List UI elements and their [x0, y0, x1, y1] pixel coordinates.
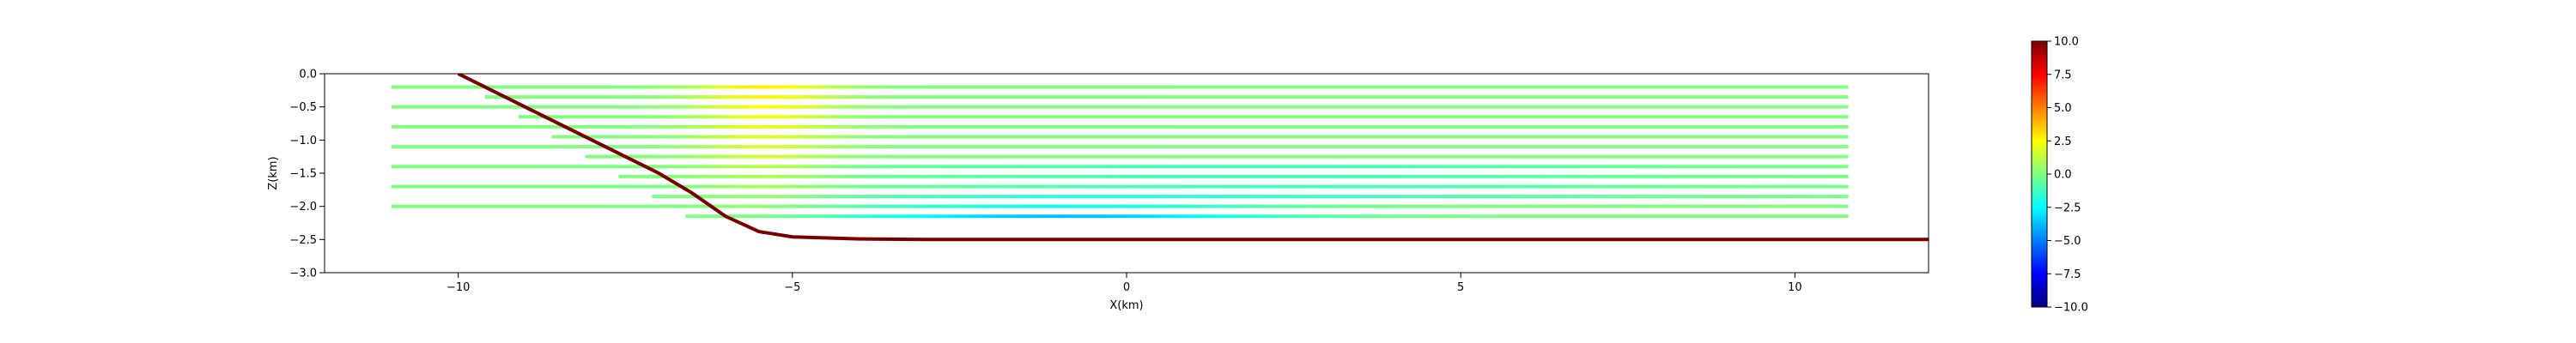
colorbar-tick-label: 10.0	[2054, 36, 2079, 49]
x-tick-label: 0	[1123, 281, 1130, 294]
colorbar-tick-label: 2.5	[2054, 135, 2072, 148]
y-tick-label: −2.0	[289, 201, 317, 214]
colorbar-tick-label: −5.0	[2054, 235, 2081, 248]
velocity-streaks	[391, 85, 1849, 219]
x-tick-label: −10	[447, 281, 470, 294]
boundary-curve	[457, 74, 1929, 242]
y-tick-label: 0.0	[299, 69, 317, 81]
colorbar-tick-label: 7.5	[2054, 69, 2072, 81]
y-axis: 0.0 −0.5 −1.0 −1.5 −2.0 −2.5 −3.0	[289, 69, 325, 280]
x-tick-label: 5	[1457, 281, 1464, 294]
colorbar: 10.0 7.5 5.0 2.5 0.0 −2.5 −5.0 −7.5 −10.0	[2031, 36, 2088, 315]
colorbar-ticks: 10.0 7.5 5.0 2.5 0.0 −2.5 −5.0 −7.5 −10.0	[2047, 36, 2088, 315]
x-tick-label: 10	[1788, 281, 1802, 294]
x-axis-label: X(km)	[1109, 299, 1143, 312]
colorbar-tick-label: 0.0	[2054, 169, 2072, 182]
y-tick-label: −0.5	[289, 101, 317, 114]
colorbar-gradient	[2031, 40, 2048, 308]
x-axis: −10 −5 0 5 10	[447, 273, 1802, 294]
colorbar-tick-label: 5.0	[2054, 102, 2072, 115]
y-axis-label: Z(km)	[267, 156, 280, 190]
axes-frame	[324, 73, 1929, 274]
y-tick-label: −1.0	[289, 135, 317, 147]
y-tick-label: −3.0	[289, 268, 317, 280]
colorbar-tick-label: −2.5	[2054, 202, 2081, 214]
colorbar-tick-label: −7.5	[2054, 268, 2081, 281]
colorbar-tick-label: −10.0	[2054, 302, 2088, 315]
y-tick-label: −1.5	[289, 168, 317, 181]
y-tick-label: −2.5	[289, 234, 317, 247]
x-tick-label: −5	[784, 281, 800, 294]
plot-area	[324, 73, 1929, 274]
